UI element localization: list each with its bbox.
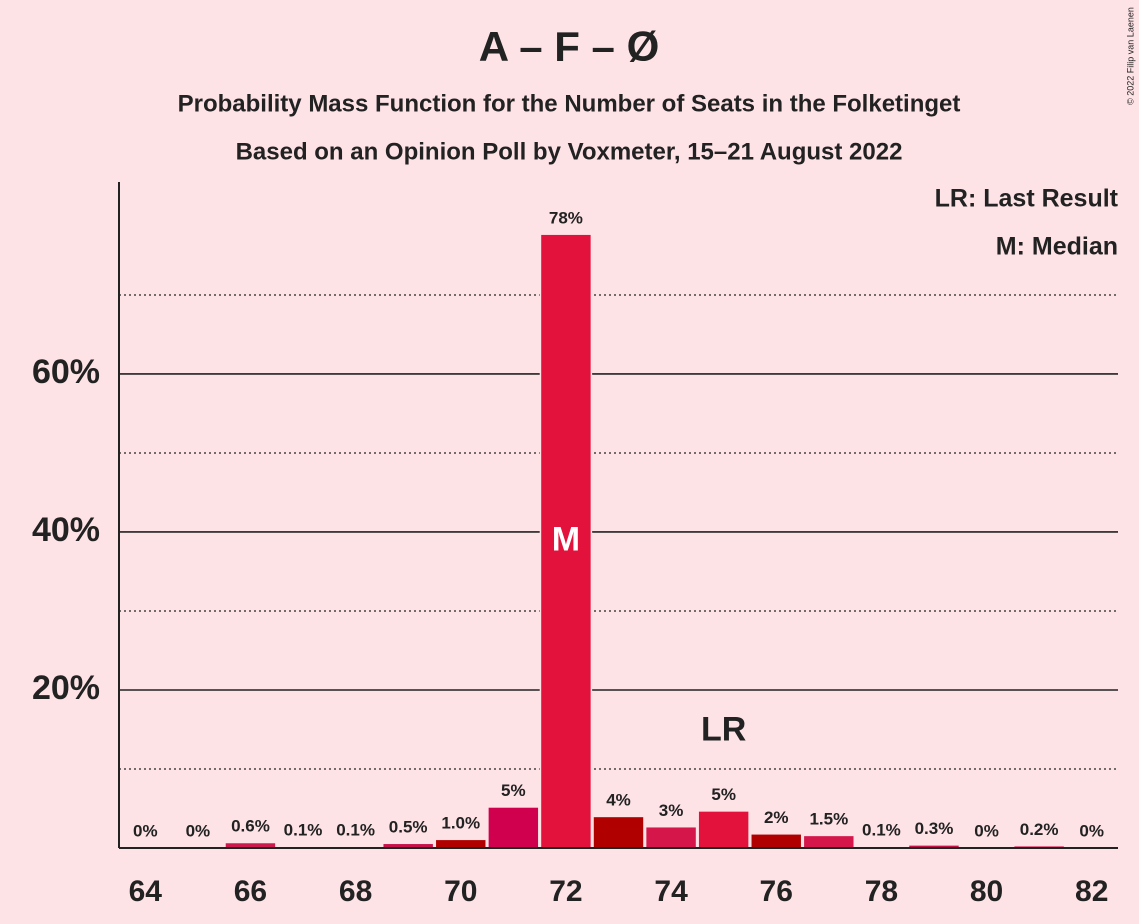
annotation: M (552, 520, 580, 558)
value-label: 5% (711, 785, 736, 804)
bar (434, 838, 487, 850)
value-label: 0.5% (389, 818, 428, 837)
y-tick-label: 60% (32, 353, 100, 391)
value-label: 1.5% (809, 810, 848, 829)
value-label: 1.0% (441, 814, 480, 833)
bar (644, 825, 698, 850)
y-tick-label: 40% (32, 511, 100, 549)
x-tick-label: 64 (129, 875, 163, 908)
chart-subtitle: Probability Mass Function for the Number… (178, 90, 961, 117)
legend-note: M: Median (996, 233, 1118, 261)
bar (697, 810, 750, 850)
value-label: 78% (549, 208, 583, 227)
legend-note: LR: Last Result (935, 185, 1119, 213)
value-label: 4% (606, 791, 631, 810)
value-label: 0.3% (915, 819, 954, 838)
y-tick-label: 20% (32, 669, 100, 707)
x-tick-label: 80 (970, 875, 1003, 908)
value-label: 0% (186, 821, 211, 840)
value-label: 0% (133, 821, 158, 840)
value-label: 0.1% (284, 821, 323, 840)
value-label: 3% (659, 801, 684, 820)
value-label: 0.1% (862, 821, 901, 840)
x-tick-label: 66 (234, 875, 267, 908)
x-tick-label: 68 (339, 875, 372, 908)
bar (802, 834, 856, 850)
x-tick-label: 70 (444, 875, 477, 908)
x-tick-label: 82 (1075, 875, 1108, 908)
value-label: 0% (974, 821, 999, 840)
value-label: 0.2% (1020, 820, 1059, 839)
annotation: LR (701, 711, 746, 749)
value-label: 0.1% (336, 821, 375, 840)
credit: © 2022 Filip van Laenen (1125, 7, 1135, 105)
x-tick-label: 78 (865, 875, 898, 908)
bar (592, 815, 645, 850)
chart-subtitle: Based on an Opinion Poll by Voxmeter, 15… (236, 138, 903, 165)
value-label: 0% (1079, 821, 1104, 840)
x-tick-label: 72 (549, 875, 582, 908)
chart-title: A – F – Ø (479, 23, 660, 70)
x-tick-label: 74 (654, 875, 688, 908)
bar (750, 833, 803, 850)
value-label: 5% (501, 781, 526, 800)
x-tick-label: 76 (760, 875, 793, 908)
value-label: 2% (764, 808, 789, 827)
value-label: 0.6% (231, 817, 270, 836)
bar (487, 806, 540, 850)
